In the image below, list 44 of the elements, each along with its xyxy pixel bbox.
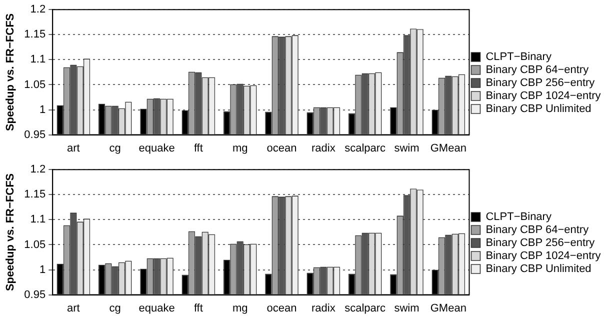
x-tick-label: ocean: [266, 302, 297, 314]
y-tick-label: 1.2: [30, 4, 46, 16]
x-tick-label: cg: [109, 302, 121, 314]
x-tick-label: art: [67, 142, 80, 154]
y-axis-title: Speedup vs. FR−FCFS: [4, 173, 17, 292]
y-tick-label: 1.15: [24, 188, 46, 201]
legend-label: CLPT−Binary: [486, 211, 552, 224]
x-tick-label: fft: [194, 302, 203, 314]
legend-label: Binary CBP 1024−entry: [486, 250, 602, 262]
y-tick-label: 1.05: [24, 78, 46, 91]
x-tick-label: mg: [232, 302, 248, 314]
y-tick-label: 1.05: [24, 238, 46, 251]
y-tick-label: 1.15: [24, 28, 46, 41]
legend-label: Binary CBP 256−entry: [486, 77, 596, 90]
legend-label: Binary CBP 1024−entry: [486, 90, 602, 102]
legend-label: Binary CBP 64−entry: [486, 224, 590, 236]
x-tick-label: scalparc: [344, 302, 386, 314]
legend-label: Binary CBP Unlimited: [486, 103, 592, 116]
legend-label: CLPT−Binary: [486, 51, 552, 64]
x-tick-label: GMean: [430, 142, 466, 154]
x-tick-label: cg: [109, 142, 121, 154]
x-tick-label: swim: [394, 302, 420, 314]
y-tick-label: 1.1: [30, 54, 46, 66]
y-tick-label: 1.1: [30, 214, 46, 226]
x-tick-label: swim: [394, 142, 420, 154]
y-axis-title: Speedup vs. FR−FCFS: [4, 13, 17, 132]
y-tick-label: 1: [39, 104, 46, 116]
x-tick-label: equake: [138, 302, 175, 314]
x-tick-label: art: [67, 302, 80, 314]
x-tick-label: mg: [232, 142, 248, 154]
legend-label: Binary CBP 256−entry: [486, 237, 596, 250]
y-tick-label: 0.95: [24, 288, 46, 301]
legend-label: Binary CBP Unlimited: [486, 263, 592, 276]
x-tick-label: ocean: [266, 142, 297, 154]
x-tick-label: equake: [138, 142, 175, 154]
x-tick-label: radix: [312, 302, 336, 314]
x-tick-label: GMean: [430, 302, 466, 314]
x-tick-label: scalparc: [344, 142, 386, 154]
y-tick-label: 0.95: [24, 128, 46, 141]
legend-label: Binary CBP 64−entry: [486, 64, 590, 76]
y-tick-label: 1: [39, 264, 46, 276]
x-tick-label: fft: [194, 142, 203, 154]
x-tick-label: radix: [312, 142, 336, 154]
y-tick-label: 1.2: [30, 164, 46, 176]
